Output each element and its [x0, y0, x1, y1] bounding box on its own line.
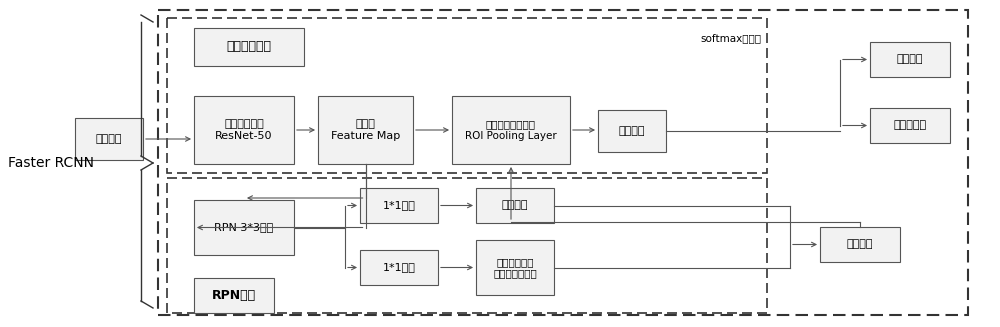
Text: 特征提取网络
ResNet-50: 特征提取网络 ResNet-50 — [215, 119, 273, 141]
FancyBboxPatch shape — [194, 96, 294, 164]
Text: 输入图片: 输入图片 — [96, 134, 122, 144]
Text: Faster RCNN: Faster RCNN — [8, 156, 94, 170]
Text: 候选区域: 候选区域 — [847, 239, 873, 250]
Text: 1*1卷积: 1*1卷积 — [383, 200, 415, 211]
FancyBboxPatch shape — [476, 188, 554, 223]
Text: RPN部分: RPN部分 — [212, 289, 256, 302]
FancyBboxPatch shape — [870, 108, 950, 143]
Text: 分类（判断是
前景还是背景）: 分类（判断是 前景还是背景） — [493, 257, 537, 278]
Text: 1*1卷积: 1*1卷积 — [383, 263, 415, 272]
Text: 感兴趣区域池化层
ROI Pooling Layer: 感兴趣区域池化层 ROI Pooling Layer — [465, 119, 557, 141]
FancyBboxPatch shape — [194, 28, 304, 66]
Text: 全连接层: 全连接层 — [619, 126, 645, 136]
FancyBboxPatch shape — [598, 110, 666, 152]
Text: softmax分类器: softmax分类器 — [700, 33, 761, 43]
FancyBboxPatch shape — [75, 118, 143, 160]
Text: 位置回归: 位置回归 — [502, 200, 528, 211]
FancyBboxPatch shape — [476, 240, 554, 295]
Text: 特征提取部分: 特征提取部分 — [226, 41, 272, 54]
FancyBboxPatch shape — [820, 227, 900, 262]
Text: 特征图
Feature Map: 特征图 Feature Map — [331, 119, 400, 141]
FancyBboxPatch shape — [194, 278, 274, 313]
Text: 候选框回归: 候选框回归 — [893, 121, 927, 130]
FancyBboxPatch shape — [194, 200, 294, 255]
FancyBboxPatch shape — [870, 42, 950, 77]
Text: 输出类别: 输出类别 — [897, 55, 923, 64]
Text: RPN 3*3卷积: RPN 3*3卷积 — [214, 222, 274, 232]
FancyBboxPatch shape — [452, 96, 570, 164]
FancyBboxPatch shape — [318, 96, 413, 164]
FancyBboxPatch shape — [360, 250, 438, 285]
FancyBboxPatch shape — [360, 188, 438, 223]
